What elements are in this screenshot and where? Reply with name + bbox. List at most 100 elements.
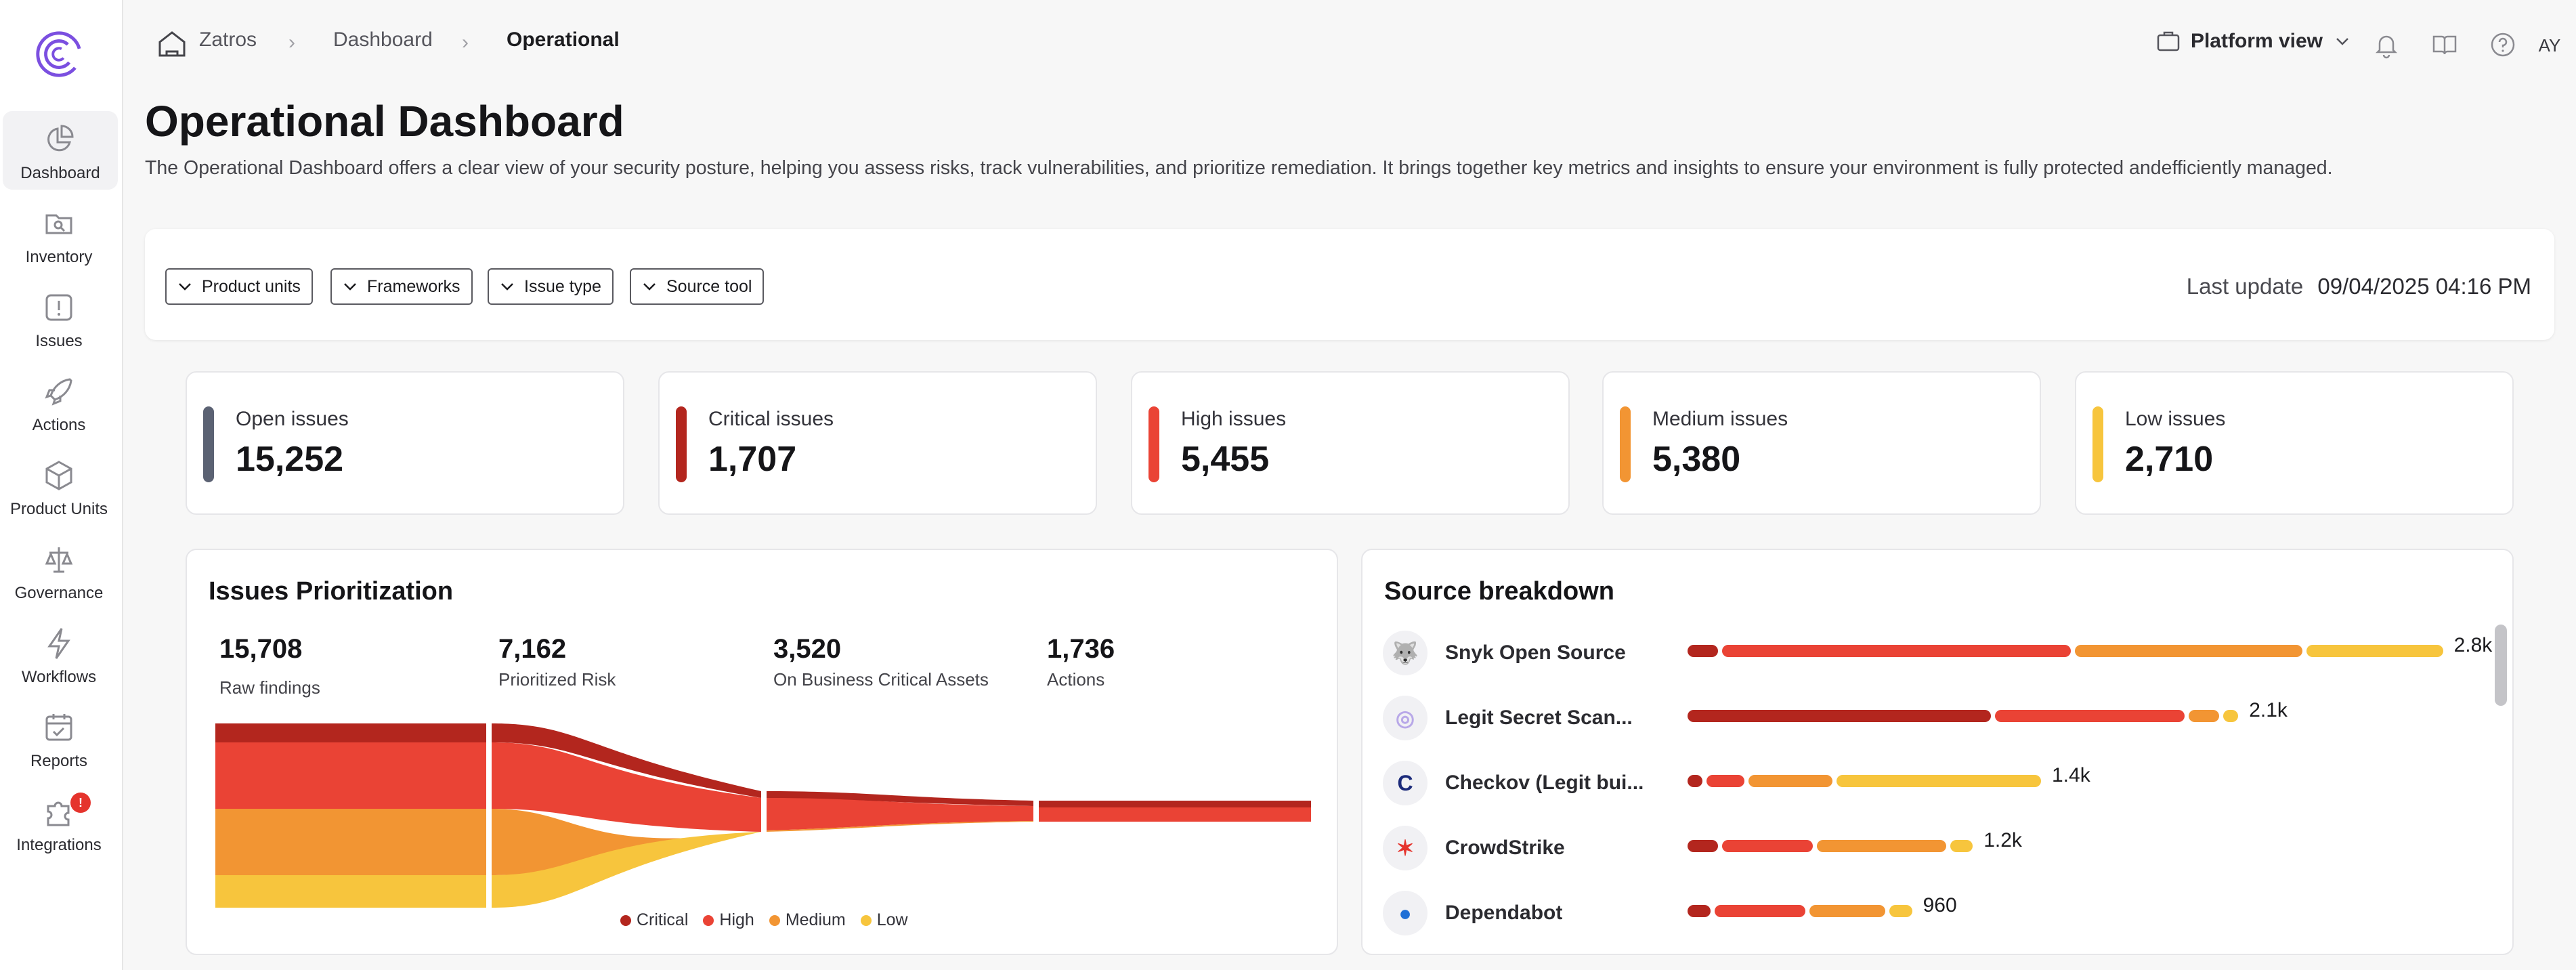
bar-segment-critical[interactable]	[1688, 710, 1991, 722]
chevron-down-icon	[501, 283, 513, 291]
kpi-medium-issues[interactable]: Medium issues 5,380	[1602, 371, 2041, 515]
kpi-low-issues[interactable]: Low issues 2,710	[2075, 371, 2514, 515]
chart-legend: Critical High Medium Low	[620, 910, 908, 930]
issues-icon	[45, 294, 72, 321]
sidebar-item-integrations[interactable]: Integrations !	[0, 783, 118, 862]
breadcrumb-dashboard[interactable]: Dashboard	[333, 28, 433, 51]
platform-view-dropdown[interactable]: Platform view	[2155, 28, 2353, 54]
severity-bar	[1149, 406, 1159, 482]
bell-icon[interactable]	[2371, 30, 2401, 60]
app-logo-icon[interactable]	[33, 27, 85, 81]
bar-segment-critical[interactable]	[1688, 905, 1711, 917]
kpi-label: Critical issues	[708, 408, 834, 430]
legend-item-high: High	[703, 910, 754, 930]
kpi-critical-issues[interactable]: Critical issues 1,707	[658, 371, 1097, 515]
funnel-high-flow-1	[492, 742, 761, 832]
bar-segment-medium[interactable]	[1748, 775, 1832, 787]
inventory-icon	[45, 214, 72, 234]
source-row[interactable]: ● Dependabot 960	[1383, 886, 2493, 940]
source-row[interactable]: 🐺 Snyk Open Source 2.8k	[1383, 626, 2493, 680]
bar-segment-critical[interactable]	[1688, 775, 1703, 787]
source-row[interactable]: ◎ Legit Secret Scan... 2.1k	[1383, 691, 2493, 745]
sidebar-item-label: Inventory	[25, 248, 93, 266]
chevron-down-icon	[643, 283, 656, 291]
checkov-icon: C	[1383, 761, 1427, 805]
sidebar-item-label: Issues	[35, 332, 83, 350]
sidebar-item-dashboard[interactable]: Dashboard	[3, 111, 118, 190]
filter-issue-type[interactable]: Issue type	[488, 268, 614, 305]
severity-bar	[203, 406, 214, 482]
bar-segment-high[interactable]	[1995, 710, 2185, 722]
scroll-thumb[interactable]	[2495, 625, 2507, 706]
puzzle-icon	[47, 801, 70, 826]
bar-segment-critical[interactable]	[1688, 840, 1718, 852]
briefcase-icon	[2157, 31, 2180, 51]
rocket-icon	[45, 378, 72, 406]
bar-segment-low[interactable]	[1889, 905, 1912, 917]
funnel-high-actions	[1039, 807, 1311, 822]
bar-segment-low[interactable]	[1950, 840, 1973, 852]
sidebar-item-issues[interactable]: Issues	[0, 279, 118, 358]
filter-source-tool[interactable]: Source tool	[630, 268, 765, 305]
platform-view-label: Platform view	[2190, 30, 2323, 52]
issues-prioritization-panel: Issues Prioritization 15,708 Raw finding…	[186, 549, 1338, 955]
funnel-critical-flow-1	[492, 723, 761, 798]
kpi-value: 2,710	[2125, 440, 2214, 479]
kpi-value: 15,252	[236, 440, 344, 479]
funnel-medium-flow-2	[767, 821, 1033, 832]
sidebar-item-workflows[interactable]: Workflows	[0, 615, 118, 694]
chevron-down-icon	[344, 283, 356, 291]
breadcrumb-home[interactable]: Zatros	[199, 28, 257, 51]
bar-segment-low[interactable]	[2306, 645, 2443, 657]
bar-segment-high[interactable]	[1721, 645, 2071, 657]
source-row[interactable]: C Checkov (Legit bui... 1.4k	[1383, 756, 2493, 810]
bar-segment-high[interactable]	[1714, 905, 1805, 917]
last-update-value: 09/04/2025 04:16 PM	[2317, 274, 2531, 299]
source-name: Dependabot	[1445, 902, 1563, 924]
legend-item-critical: Critical	[620, 910, 688, 930]
home-icon[interactable]	[156, 27, 188, 60]
kpi-label: Medium issues	[1652, 408, 1788, 430]
bar-segment-low[interactable]	[1836, 775, 2041, 787]
breadcrumb-current: Operational	[507, 28, 620, 51]
sidebar-item-reports[interactable]: Reports	[0, 699, 118, 778]
page-title: Operational Dashboard	[145, 97, 624, 146]
book-icon[interactable]	[2430, 30, 2460, 60]
filter-label: Frameworks	[367, 276, 460, 296]
kpi-open-issues[interactable]: Open issues 15,252	[186, 371, 624, 515]
scrollbar[interactable]	[2495, 625, 2507, 950]
bar-segment-high[interactable]	[1721, 840, 1813, 852]
bar-segment-medium[interactable]	[1809, 905, 1885, 917]
help-icon[interactable]	[2488, 30, 2518, 60]
sidebar-item-product-units[interactable]: Product Units	[0, 447, 118, 526]
sidebar-item-inventory[interactable]: Inventory	[0, 195, 118, 274]
bar-segment-low[interactable]	[2223, 710, 2239, 722]
sidebar-item-actions[interactable]: Actions	[0, 363, 118, 442]
filter-frameworks[interactable]: Frameworks	[330, 268, 473, 305]
panel-title: Issues Prioritization	[209, 577, 454, 606]
bar-segment-medium[interactable]	[1817, 840, 1946, 852]
source-total: 960	[1923, 894, 1957, 916]
bar-segment-high[interactable]	[1706, 775, 1745, 787]
page-description: The Operational Dashboard offers a clear…	[145, 157, 2333, 179]
bar-segment-medium[interactable]	[2075, 645, 2302, 657]
severity-bar	[676, 406, 687, 482]
kpi-label: Open issues	[236, 408, 349, 430]
stage-label-prioritized-risk: Prioritized Risk	[498, 669, 616, 690]
bar-segment-medium[interactable]	[2189, 710, 2219, 722]
bar-segment-critical[interactable]	[1688, 645, 1718, 657]
source-name: CrowdStrike	[1445, 837, 1565, 859]
chevron-right-icon: ›	[462, 31, 469, 54]
kpi-high-issues[interactable]: High issues 5,455	[1131, 371, 1570, 515]
last-update-label: Last update	[2186, 274, 2304, 299]
source-name: Legit Secret Scan...	[1445, 707, 1633, 729]
kpi-label: High issues	[1181, 408, 1287, 430]
avatar[interactable]: AY	[2538, 35, 2561, 56]
dashboard-icon	[47, 125, 74, 152]
bolt-icon	[47, 628, 70, 659]
sidebar-item-label: Reports	[30, 752, 88, 770]
filter-product-units[interactable]: Product units	[165, 268, 313, 305]
source-total: 1.4k	[2052, 764, 2090, 786]
sidebar-item-governance[interactable]: Governance	[0, 531, 118, 610]
source-row[interactable]: ✶ CrowdStrike 1.2k	[1383, 821, 2493, 875]
